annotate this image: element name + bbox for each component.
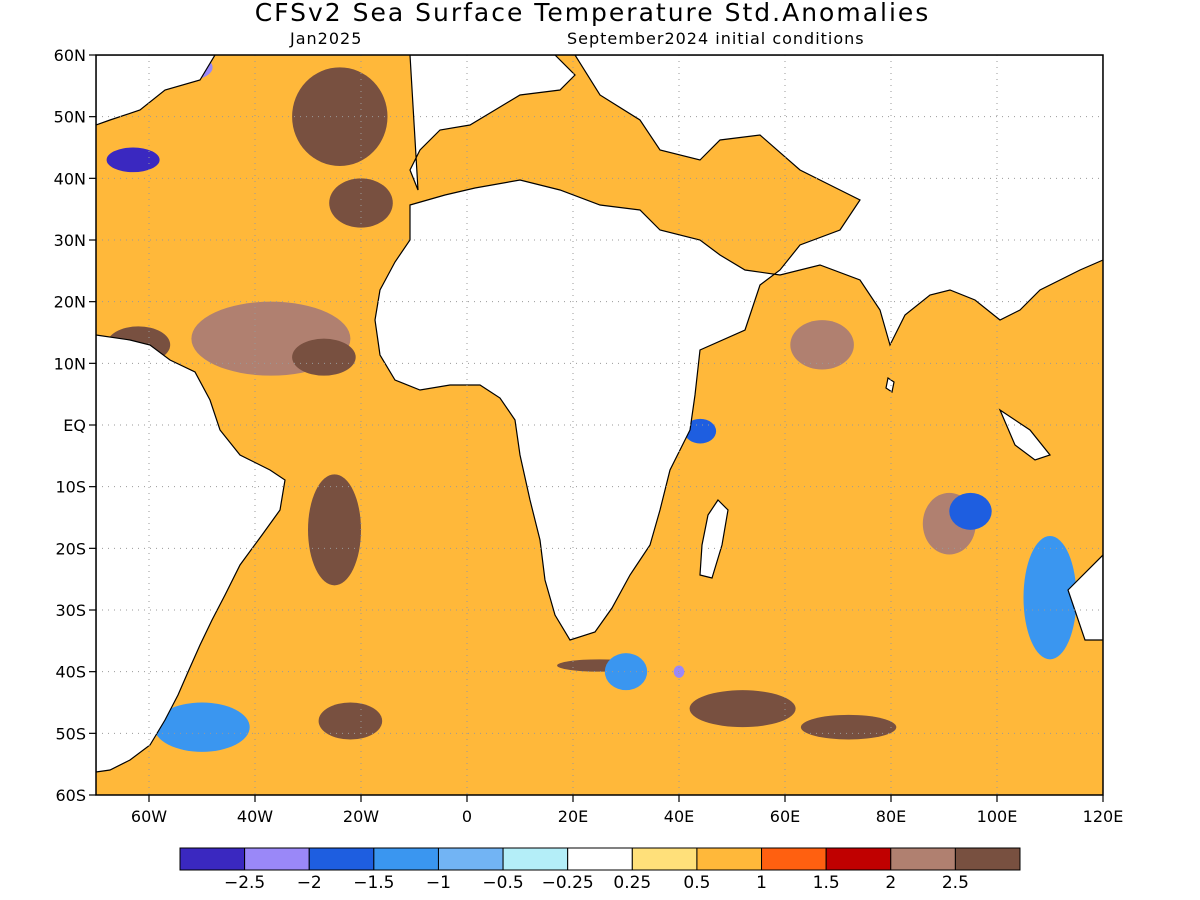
colorbar-swatch-3 [373, 847, 439, 871]
colorbar-swatch-4 [437, 847, 504, 871]
lat-tick-label-5: 10N [54, 354, 86, 373]
lat-tick-label-1: 50N [54, 108, 86, 127]
colorbar-label-2: −1.5 [353, 873, 394, 893]
colorbar-swatch-9 [761, 847, 827, 871]
colorbar-swatch-10 [825, 847, 892, 871]
lat-tick-label-8: 20S [55, 539, 86, 558]
lon-tick-label-7: 80E [876, 807, 906, 826]
colorbar-swatch-7 [631, 847, 698, 871]
colorbar-swatch-12 [954, 847, 1021, 871]
lat-tick-label-11: 50S [55, 724, 86, 743]
colorbar-label-6: 0.25 [613, 873, 651, 893]
lon-tick-label-6: 60E [770, 807, 800, 826]
lat-tick-label-2: 40N [54, 169, 86, 188]
anomaly-region-3 [329, 178, 393, 228]
anomaly-region-12 [106, 147, 160, 173]
colorbar-label-8: 1 [756, 873, 767, 893]
anomaly-region-17 [1023, 536, 1077, 660]
lat-tick-label-7: 10S [55, 478, 86, 497]
anomaly-region-5 [689, 690, 796, 728]
south-america-land [96, 334, 286, 773]
colorbar-label-4: −0.5 [482, 873, 523, 893]
lon-tick-label-4: 20E [558, 807, 588, 826]
colorbar-label-1: −2 [297, 873, 322, 893]
colorbar-label-7: 0.5 [683, 873, 710, 893]
colorbar-swatch-8 [696, 847, 763, 871]
lat-tick-label-6: EQ [63, 416, 86, 435]
anomaly-region-4 [308, 474, 361, 586]
colorbar-swatch-0 [179, 847, 246, 871]
colorbar-swatch-1 [244, 847, 310, 871]
map-title: CFSv2 Sea Surface Temperature Std.Anomal… [254, 0, 931, 27]
colorbar-label-10: 2 [885, 873, 896, 893]
longitude-ticks: 60W 40W 20W 0 20E 40E 60E 80E 100E 120E [131, 795, 1123, 826]
europe-land [409, 55, 576, 191]
anomaly-layer [106, 55, 1077, 752]
init-conditions-label: September2024 initial conditions [567, 29, 865, 48]
anomaly-region-16 [154, 702, 250, 752]
lat-tick-label-12: 60S [55, 786, 86, 805]
colorbar-swatch-11 [890, 847, 956, 871]
lon-tick-label-9: 120E [1083, 807, 1124, 826]
anomaly-region-6 [800, 714, 897, 740]
latitude-ticks: 60N 50N 40N 30N 20N 10N EQ 10S 20S 30S 40S 50S 60S [54, 46, 96, 805]
lat-tick-label-4: 20N [54, 293, 86, 312]
sri-lanka-land [885, 377, 895, 393]
colorbar: −2.5 −2 −1.5 −1 −0.5 −0.25 0.25 0.5 1 1.5 2 2.5 [179, 847, 1021, 893]
lon-tick-label-5: 40E [664, 807, 694, 826]
colorbar-swatch-6 [567, 847, 633, 871]
valid-month-label: Jan2025 [290, 29, 363, 48]
lon-tick-label-8: 100E [977, 807, 1018, 826]
maritime-asia-land [998, 408, 1052, 461]
colorbar-label-9: 1.5 [813, 873, 840, 893]
lon-tick-label-2: 20W [343, 807, 379, 826]
anomaly-region-14 [949, 492, 992, 530]
anomaly-region-10 [790, 320, 854, 370]
colorbar-swatch-2 [308, 847, 375, 871]
lon-tick-label-1: 40W [237, 807, 273, 826]
lat-tick-label-3: 30N [54, 231, 86, 250]
colorbar-label-5: −0.25 [542, 873, 594, 893]
anomaly-region-1 [292, 338, 356, 376]
anomaly-region-2 [292, 67, 388, 166]
lat-tick-label-10: 40S [55, 663, 86, 682]
anomaly-region-18 [604, 653, 648, 691]
lon-tick-label-0: 60W [131, 807, 167, 826]
colorbar-label-3: −1 [426, 873, 451, 893]
africa-asia-land [374, 55, 1103, 641]
colorbar-label-0: −2.5 [224, 873, 265, 893]
lat-tick-label-9: 30S [55, 601, 86, 620]
australia-land [1067, 554, 1103, 641]
colorbar-swatch-5 [502, 847, 569, 871]
madagascar-land [699, 499, 729, 579]
colorbar-label-11: 2.5 [942, 873, 969, 893]
lat-tick-label-0: 60N [54, 46, 86, 65]
north-america-land [96, 55, 216, 126]
anomaly-region-7 [318, 702, 383, 740]
lon-tick-label-3: 0 [462, 807, 472, 826]
land-layer [96, 55, 1103, 773]
